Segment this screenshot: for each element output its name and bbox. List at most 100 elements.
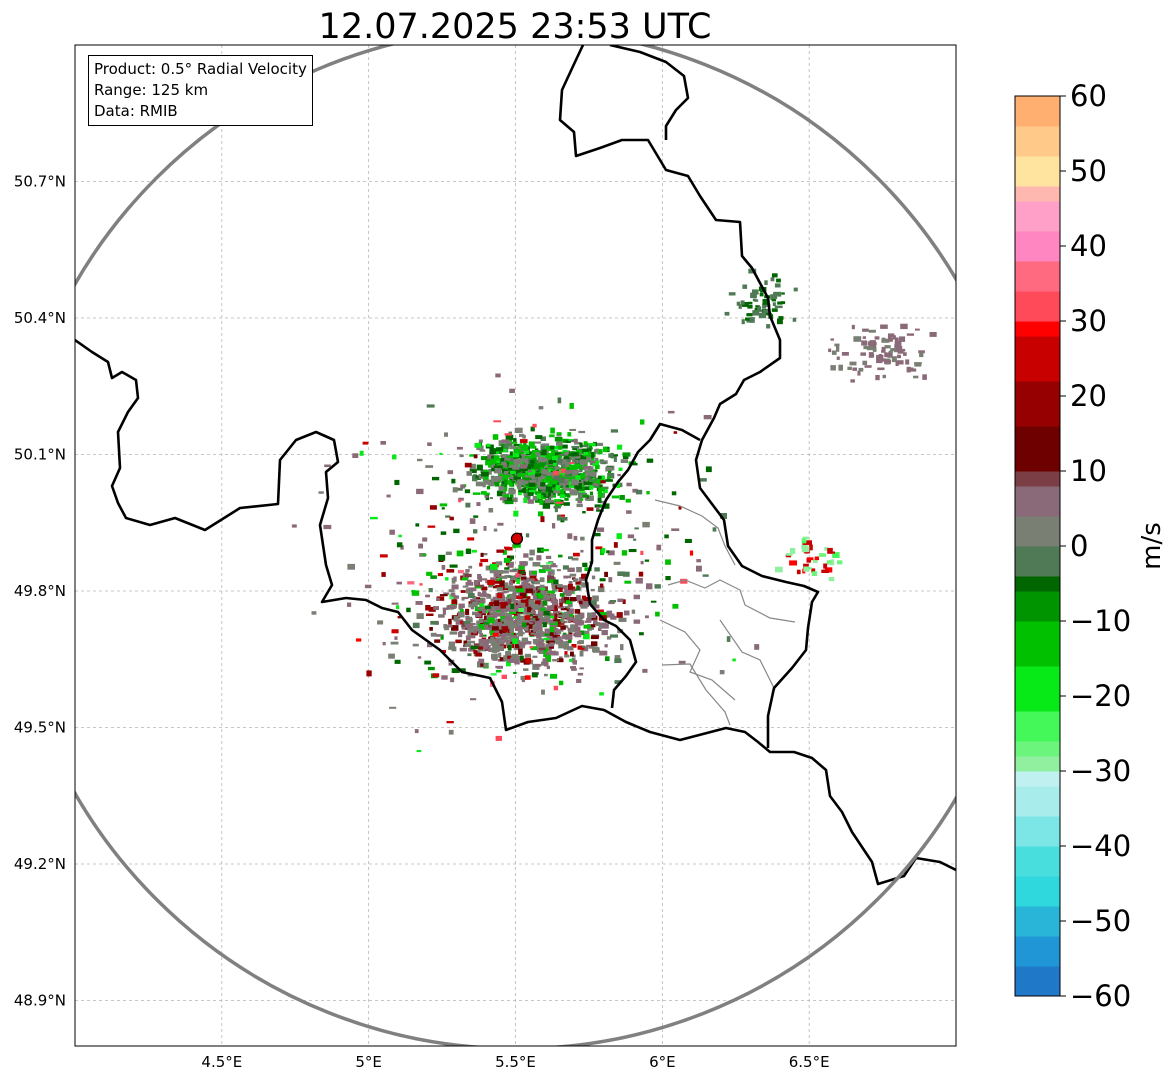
echo-pixel [543, 654, 552, 657]
echo-pixel [547, 455, 552, 460]
echo-pixel [549, 445, 555, 450]
echo-pixel [476, 464, 483, 471]
echo-pixel [509, 569, 517, 573]
echo-pixel [430, 632, 437, 637]
echo-pixel [610, 615, 617, 620]
echo-pixel [516, 579, 520, 584]
echo-pixel [484, 624, 489, 630]
echo-pixel [571, 588, 577, 591]
echo-pixel [540, 482, 546, 487]
echo-pixel [517, 479, 524, 486]
echo-pixel [519, 655, 524, 661]
echo-pixel [504, 582, 509, 589]
echo-pixel [509, 464, 516, 470]
echo-pixel [732, 658, 736, 662]
echo-pixel [532, 562, 541, 567]
echo-pixel [841, 352, 849, 356]
echo-pixel [890, 348, 898, 351]
echo-pixel [422, 537, 428, 542]
echo-pixel [427, 642, 433, 648]
echo-pixel [559, 494, 566, 499]
echo-pixel [537, 547, 544, 553]
echo-pixel [573, 552, 580, 557]
echo-pixel [510, 470, 516, 474]
echo-pixel [624, 580, 632, 584]
echo-pixel [468, 648, 476, 652]
echo-pixel [613, 542, 618, 548]
echo-pixel [832, 552, 840, 558]
echo-pixel [483, 470, 489, 473]
echo-pixel [771, 299, 776, 302]
echo-pixel [563, 642, 569, 647]
echo-pixel [539, 476, 545, 483]
echo-pixel [547, 469, 551, 473]
echo-pixel [486, 595, 492, 599]
echo-pixel [576, 595, 581, 600]
echo-pixel [678, 506, 682, 510]
echo-pixel [656, 544, 662, 551]
echo-pixel [575, 614, 581, 620]
echo-pixel [530, 617, 536, 620]
echo-pixel [594, 457, 599, 462]
colorbar-tick-label: 30 [1070, 304, 1107, 338]
echo-pixel [545, 486, 552, 492]
echo-pixel [831, 350, 837, 355]
echo-pixel [569, 573, 577, 577]
echo-pixel [549, 569, 555, 575]
echo-pixel [561, 634, 565, 639]
echo-pixel [519, 433, 525, 437]
echo-pixel [503, 590, 508, 594]
echo-pixel [594, 477, 600, 481]
echo-pixel [422, 553, 427, 556]
echo-pixel [574, 464, 582, 469]
echo-pixel [564, 599, 572, 605]
echo-pixel [520, 619, 526, 624]
colorbar-tick-label: 40 [1070, 229, 1107, 263]
echo-pixel [576, 679, 582, 683]
echo-pixel [857, 370, 861, 376]
echo-pixel [475, 652, 483, 657]
echo-pixel [596, 527, 605, 532]
echo-pixel [523, 497, 528, 504]
colorbar-band [1015, 591, 1060, 622]
echo-pixel [558, 478, 565, 484]
echo-pixel [863, 345, 868, 350]
echo-pixel [418, 543, 423, 549]
echo-pixel [596, 506, 600, 510]
echo-pixel [540, 587, 546, 591]
echo-pixel [491, 653, 498, 660]
echo-pixel [599, 612, 608, 618]
echo-pixel [518, 488, 524, 493]
echo-pixel [486, 485, 491, 490]
echo-pixel [478, 646, 483, 650]
echo-pixel [528, 624, 535, 629]
echo-pixel [522, 487, 527, 493]
echo-pixel [650, 600, 657, 603]
echo-pixel [894, 340, 902, 346]
echo-pixel [605, 656, 610, 661]
echo-pixel [464, 620, 471, 626]
echo-pixel [607, 550, 615, 556]
echo-pixel [556, 434, 562, 437]
echo-pixel [480, 456, 488, 461]
echo-pixel [473, 628, 477, 634]
echo-pixel [505, 655, 514, 660]
echo-pixel [589, 484, 594, 490]
echo-pixel [571, 482, 577, 489]
echo-pixel [526, 585, 534, 589]
echo-pixel [481, 586, 488, 591]
echo-pixel [524, 608, 529, 613]
echo-pixel [559, 484, 563, 488]
echo-pixel [569, 597, 577, 601]
echo-pixel [352, 453, 359, 458]
echo-pixel [635, 577, 643, 584]
echo-pixel [617, 598, 624, 602]
echo-pixel [774, 305, 783, 309]
echo-pixel [493, 600, 500, 607]
echo-pixel [509, 575, 517, 582]
echo-pixel [407, 581, 415, 585]
echo-pixel [456, 446, 463, 450]
echo-pixel [411, 590, 420, 596]
echo-pixel [600, 583, 604, 588]
echo-pixel [505, 590, 509, 593]
